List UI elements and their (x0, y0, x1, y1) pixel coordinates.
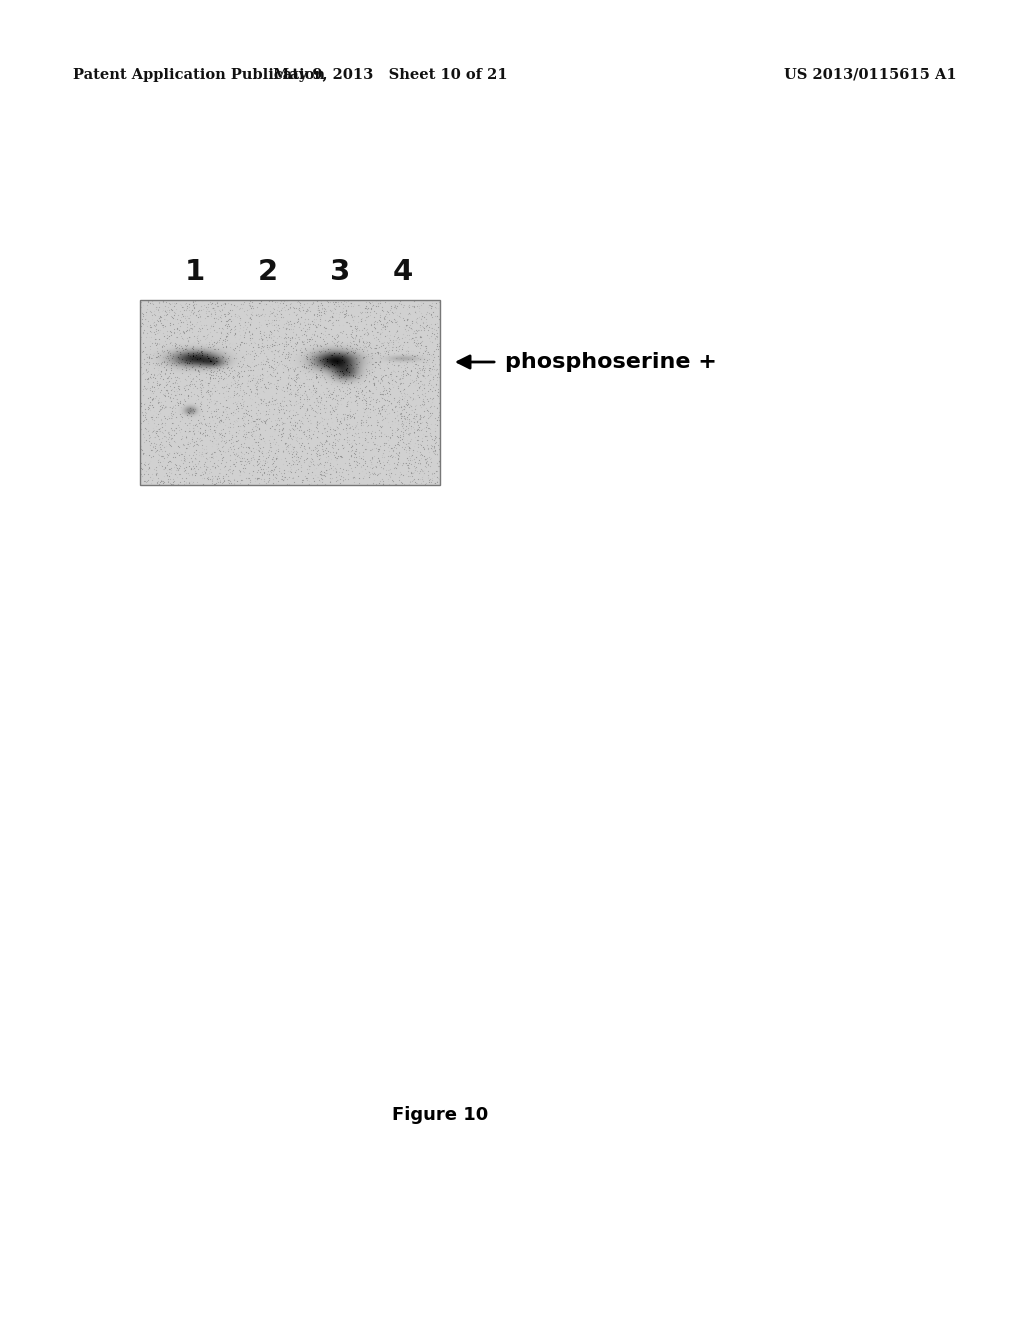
Text: 4: 4 (393, 257, 413, 286)
Text: 3: 3 (330, 257, 350, 286)
Text: US 2013/0115615 A1: US 2013/0115615 A1 (783, 69, 956, 82)
Text: May 9, 2013   Sheet 10 of 21: May 9, 2013 Sheet 10 of 21 (272, 69, 507, 82)
Text: Patent Application Publication: Patent Application Publication (73, 69, 325, 82)
Bar (140, 300, 440, 484)
Text: 2: 2 (258, 257, 279, 286)
Text: Figure 10: Figure 10 (392, 1106, 488, 1125)
Text: 1: 1 (185, 257, 205, 286)
Text: phosphoserine +: phosphoserine + (505, 352, 717, 372)
